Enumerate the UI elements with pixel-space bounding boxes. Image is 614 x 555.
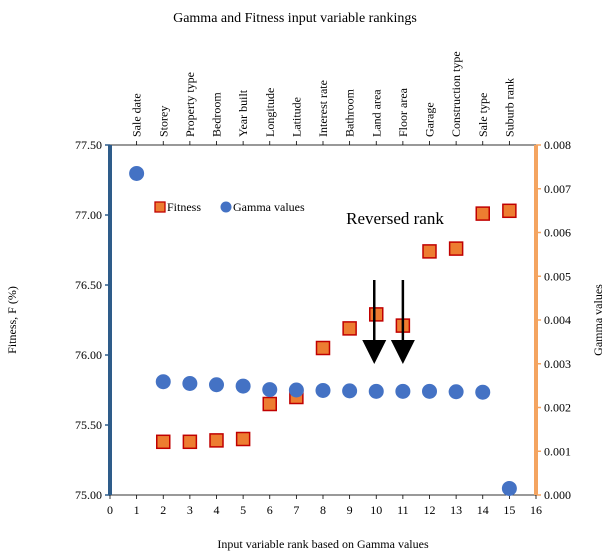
y-right-tick-label: 0.001 bbox=[544, 444, 571, 458]
top-category-label: Sale date bbox=[130, 93, 144, 137]
x-tick-label: 12 bbox=[424, 503, 436, 517]
plot-area bbox=[109, 144, 537, 496]
y-right-tick-label: 0.002 bbox=[544, 401, 571, 415]
fitness-point bbox=[315, 340, 331, 356]
fitness-point bbox=[422, 244, 437, 259]
top-category-label: Storey bbox=[156, 106, 170, 137]
fitness-point bbox=[235, 431, 251, 447]
y-right-tick-label: 0.000 bbox=[544, 488, 571, 502]
gamma-point bbox=[368, 383, 384, 399]
top-category-labels: Sale date Storey Property type Bedroom Year … bbox=[130, 51, 516, 145]
x-tick-label: 2 bbox=[160, 503, 166, 517]
x-tick-label: 15 bbox=[503, 503, 515, 517]
gamma-point bbox=[209, 377, 224, 393]
gamma-point bbox=[342, 383, 358, 399]
x-tick-label: 7 bbox=[293, 503, 299, 517]
x-tick-label: 4 bbox=[214, 503, 220, 517]
y-right-tick-label: 0.004 bbox=[544, 313, 571, 327]
x-tick-label: 13 bbox=[450, 503, 462, 517]
fitness-point bbox=[262, 396, 277, 412]
x-tick-label: 6 bbox=[267, 503, 273, 517]
gamma-point bbox=[129, 165, 145, 181]
gamma-point bbox=[315, 382, 331, 398]
top-category-label: Interest rate bbox=[316, 80, 330, 137]
x-tick-label: 1 bbox=[134, 503, 140, 517]
x-tick-label: 11 bbox=[397, 503, 409, 517]
y-left-tick-label: 75.50 bbox=[75, 418, 102, 432]
annotation: Reversed rank bbox=[346, 209, 444, 364]
legend-fitness-label: Fitness bbox=[167, 200, 201, 214]
fitness-point bbox=[342, 321, 357, 336]
gamma-point bbox=[155, 374, 171, 390]
arrow-head bbox=[390, 340, 415, 364]
x-tick-label: 5 bbox=[240, 503, 246, 517]
chart-title: Gamma and Fitness input variable ranking… bbox=[173, 11, 417, 26]
y-right-tick-label: 0.005 bbox=[544, 269, 571, 283]
y-left-tick-label: 76.00 bbox=[75, 348, 102, 362]
top-category-label: Bedroom bbox=[210, 92, 224, 137]
fitness-point bbox=[209, 433, 224, 448]
x-tick-label: 8 bbox=[320, 503, 326, 517]
top-category-label: Sale type bbox=[476, 93, 490, 137]
x-tick-label: 9 bbox=[347, 503, 353, 517]
top-category-label: Latitude bbox=[289, 97, 303, 137]
y-right-tick-label: 0.006 bbox=[544, 226, 571, 240]
gamma-point bbox=[422, 383, 437, 399]
top-category-label: Longitude bbox=[263, 88, 277, 137]
fitness-point bbox=[502, 203, 517, 219]
gamma-point bbox=[395, 383, 411, 399]
top-category-label: Garage bbox=[423, 102, 437, 137]
top-category-label: Land area bbox=[369, 89, 383, 137]
top-category-label: Suburb rank bbox=[502, 78, 516, 137]
axes: 75.00 75.50 76.00 76.50 77.00 77.50 0.000 0.001… bbox=[75, 138, 571, 517]
x-axis-label: Input variable rank based on Gamma value… bbox=[217, 537, 429, 551]
y-left-tick-label: 76.50 bbox=[75, 278, 102, 292]
gamma-point bbox=[448, 384, 464, 400]
gamma-point bbox=[182, 375, 198, 391]
y-right-tick-label: 0.008 bbox=[544, 138, 571, 152]
legend: Fitness Gamma values bbox=[154, 200, 305, 214]
y-right-tick-label: 0.003 bbox=[544, 357, 571, 371]
x-tick-label: 14 bbox=[477, 503, 489, 517]
y-left-tick-label: 75.00 bbox=[75, 488, 102, 502]
top-category-label: Construction type bbox=[449, 51, 463, 137]
y-left-tick-label: 77.50 bbox=[75, 138, 102, 152]
y-right-tick-label: 0.007 bbox=[544, 182, 571, 196]
top-category-label: Bathroom bbox=[343, 88, 357, 137]
y-axis-left-label: Fitness, F (%) bbox=[5, 286, 19, 354]
annotation-label: Reversed rank bbox=[346, 209, 444, 228]
arrow-head bbox=[362, 340, 387, 364]
fitness-point bbox=[369, 307, 384, 322]
plot-frame bbox=[109, 144, 537, 496]
legend-fitness-marker bbox=[154, 201, 166, 213]
x-tick-label: 0 bbox=[107, 503, 113, 517]
top-category-label: Floor area bbox=[396, 87, 410, 137]
fitness-point bbox=[182, 434, 198, 450]
fitness-point bbox=[156, 434, 171, 450]
legend-gamma-marker bbox=[220, 201, 232, 213]
fitness-point bbox=[448, 241, 464, 256]
gamma-point bbox=[288, 382, 304, 398]
gamma-point bbox=[235, 378, 251, 394]
gamma-point bbox=[262, 382, 278, 398]
top-category-label: Property type bbox=[183, 72, 197, 137]
x-tick-label: 16 bbox=[530, 503, 542, 517]
legend-gamma-label: Gamma values bbox=[233, 200, 305, 214]
gamma-point bbox=[501, 480, 517, 496]
fitness-point bbox=[475, 206, 490, 221]
x-tick-label: 3 bbox=[187, 503, 193, 517]
y-left-tick-label: 77.00 bbox=[75, 208, 102, 222]
y-axis-right-label: Gamma values bbox=[591, 284, 605, 356]
x-tick-label: 10 bbox=[370, 503, 382, 517]
data-marks bbox=[129, 165, 517, 496]
top-category-label: Year built bbox=[236, 89, 250, 137]
gamma-point bbox=[475, 384, 491, 400]
